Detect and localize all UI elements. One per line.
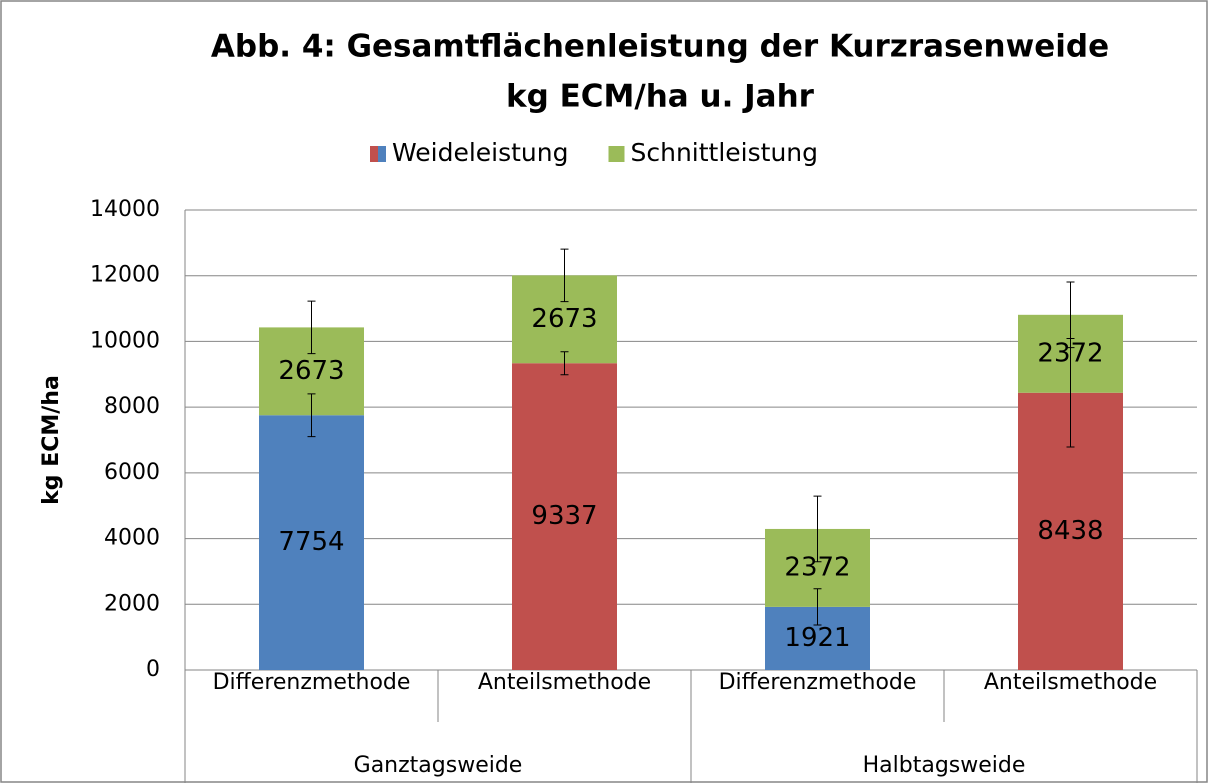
y-tick-label: 2000 — [104, 591, 160, 616]
y-tick-label: 12000 — [90, 263, 160, 288]
y-tick-label: 10000 — [90, 328, 160, 353]
bar — [259, 415, 364, 670]
error-bar — [560, 248, 569, 303]
chart-title: Abb. 4: Gesamtflächenleistung der Kurzra… — [211, 29, 1109, 65]
y-tick-label: 14000 — [90, 197, 160, 222]
error-bar — [1066, 281, 1075, 349]
error-bar — [813, 588, 822, 626]
y-tick-label: 4000 — [104, 526, 160, 551]
error-bar — [813, 495, 822, 563]
data-label: 9337 — [531, 501, 597, 531]
legend-swatch — [370, 146, 378, 162]
chart-title: kg ECM/ha u. Jahr — [506, 79, 815, 115]
x-tick-label: Differenzmethode — [213, 670, 411, 695]
x-tick-label: Anteilsmethode — [984, 670, 1157, 695]
error-bar — [307, 393, 316, 438]
data-label: 7754 — [278, 527, 344, 557]
data-label: 2673 — [278, 356, 344, 386]
x-tick-label: Anteilsmethode — [478, 670, 651, 695]
data-label: 8438 — [1037, 516, 1103, 546]
legend-swatch — [608, 146, 625, 162]
y-tick-label: 8000 — [104, 394, 160, 419]
legend-label: Weideleistung — [392, 138, 569, 167]
y-tick-label: 6000 — [104, 460, 160, 485]
bar — [512, 363, 617, 670]
data-label: 1921 — [784, 623, 850, 653]
x-group-label: Ganztagsweide — [354, 753, 523, 778]
error-bar — [560, 351, 569, 376]
y-tick-label: 0 — [146, 657, 160, 682]
legend-label: Schnittleistung — [631, 138, 819, 167]
legend-swatch — [378, 146, 386, 162]
error-bar — [307, 300, 316, 355]
y-axis-label: kg ECM/ha — [39, 375, 64, 505]
x-group-label: Halbtagsweide — [863, 753, 1026, 778]
data-label: 2673 — [531, 304, 597, 334]
x-tick-label: Differenzmethode — [719, 670, 917, 695]
